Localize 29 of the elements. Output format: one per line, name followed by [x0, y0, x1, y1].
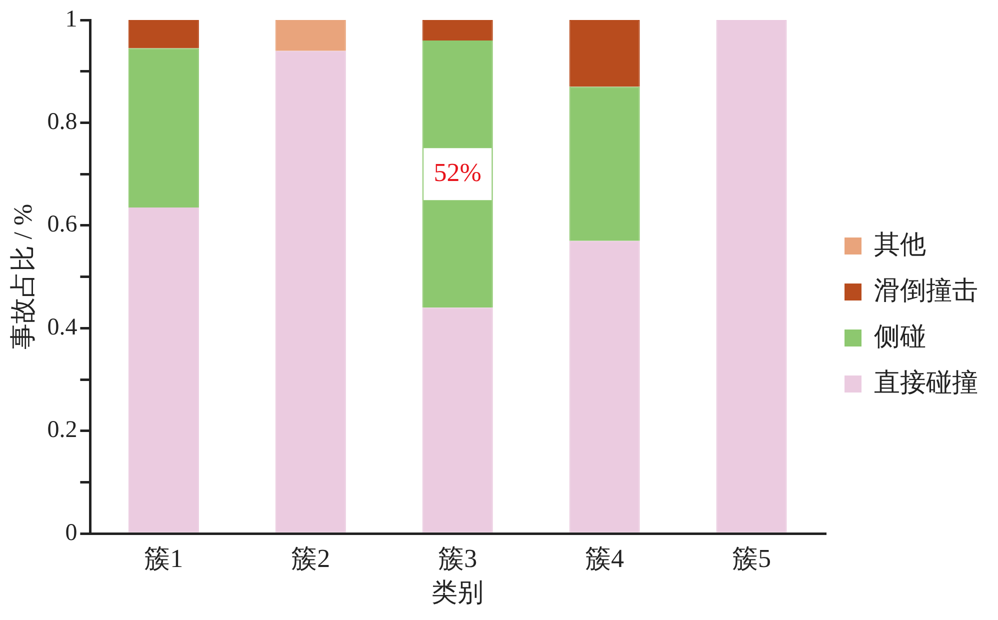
y-tick-label: 0 [65, 520, 78, 546]
bar [569, 20, 640, 87]
bar [275, 20, 346, 51]
y-tick-label: 0.2 [47, 417, 78, 444]
bar [128, 207, 199, 532]
x-axis-title: 类别 [432, 578, 484, 608]
x-tick-label: 簇4 [585, 544, 624, 574]
y-tick-label: 1 [65, 6, 78, 32]
bar [275, 50, 346, 532]
data-label: 52% [434, 158, 482, 187]
bar [569, 240, 640, 532]
y-tick-label: 0.6 [47, 212, 78, 238]
legend-label: 其他 [874, 230, 926, 259]
bar [128, 48, 199, 208]
x-tick-label: 簇5 [732, 544, 772, 574]
bar [569, 86, 640, 241]
y-tick-label: 0.4 [47, 314, 78, 340]
bar [716, 20, 787, 532]
x-tick-label: 簇1 [144, 544, 184, 574]
y-tick-label: 0.8 [47, 109, 78, 136]
bar [128, 20, 199, 48]
x-tick-label: 簇2 [291, 544, 330, 574]
legend-label: 滑倒撞击 [874, 276, 978, 305]
legend-label: 直接碰撞 [874, 368, 978, 397]
bar [422, 20, 493, 41]
x-tick-label: 簇3 [438, 544, 478, 574]
bar [422, 308, 493, 532]
legend-label: 侧碰 [874, 322, 926, 351]
y-axis-title: 事故占比 / % [8, 204, 38, 350]
